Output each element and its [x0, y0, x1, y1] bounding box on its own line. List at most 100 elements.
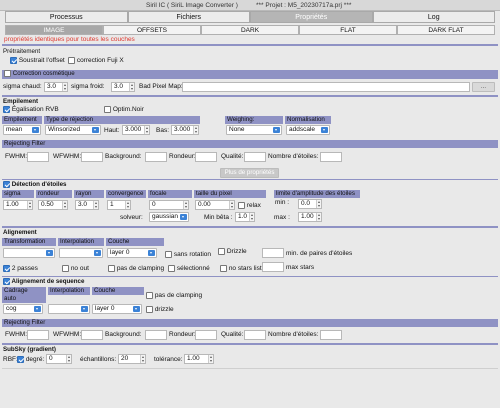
no-out-option[interactable]: no out	[62, 265, 89, 272]
two-passes-option[interactable]: 2 passes	[3, 265, 38, 272]
focale-spinner[interactable]: 0	[149, 200, 189, 210]
samples-spinner[interactable]: 20	[118, 354, 146, 364]
rvb-equalization-checkbox[interactable]	[3, 106, 10, 113]
subtract-offset-option[interactable]: Soustrait l'offset	[10, 57, 65, 64]
col-rejection-header: Type de réjection	[44, 116, 200, 124]
more-properties-button[interactable]: Plus de propriétés	[220, 168, 279, 178]
optim-noir-option[interactable]: Optim.Noir	[104, 106, 144, 113]
star-detection-option[interactable]: Détection d'étoiles	[3, 181, 67, 188]
rayon-spinner[interactable]: 3.0	[75, 200, 99, 210]
quality-input[interactable]	[244, 152, 266, 162]
no-clamping-checkbox[interactable]	[108, 265, 115, 272]
section-alignement: Alignement	[3, 229, 37, 236]
seq-drizzle-checkbox[interactable]	[146, 306, 153, 313]
tab-dark[interactable]: DARK	[201, 25, 299, 35]
sigma-spinner[interactable]: 1.00	[3, 200, 33, 210]
cadrage-select[interactable]: cog	[3, 304, 43, 314]
seq-no-clamping-checkbox[interactable]	[146, 292, 153, 299]
fuji-correction-checkbox[interactable]	[68, 57, 75, 64]
relax-checkbox[interactable]	[238, 202, 245, 209]
drizzle-checkbox[interactable]	[218, 248, 225, 255]
max-stars-input[interactable]	[262, 262, 284, 272]
degree-checkbox[interactable]	[17, 356, 24, 363]
weighing-select[interactable]: None	[226, 125, 282, 135]
rvb-equalization-label: Égalisation RVB	[11, 106, 59, 114]
tab-fichiers[interactable]: Fichiers	[127, 11, 250, 23]
tab-flat[interactable]: FLAT	[299, 25, 397, 35]
degree-option[interactable]: degré:	[17, 356, 44, 363]
interpolation-select[interactable]	[59, 248, 103, 258]
quality-2-input[interactable]	[244, 330, 266, 340]
transformation-select[interactable]	[3, 248, 55, 258]
wfwhm-2-input[interactable]	[81, 330, 103, 340]
tab-proprietes[interactable]: Propriétés	[250, 11, 373, 23]
seq-no-clamping-option[interactable]: pas de clamping	[146, 292, 202, 299]
seq-drizzle-option[interactable]: drizzle	[146, 306, 174, 313]
seq-interpolation-select[interactable]	[48, 304, 90, 314]
rejection-type-select[interactable]: Winsorized	[45, 125, 101, 135]
tab-offsets[interactable]: OFFSETS	[103, 25, 201, 35]
two-passes-label: 2 passes	[11, 265, 38, 273]
min-amplitude-spinner[interactable]: 0.0	[298, 199, 322, 209]
fuji-correction-option[interactable]: correction Fuji X	[68, 57, 124, 64]
subtract-offset-checkbox[interactable]	[10, 57, 17, 64]
degree-spinner[interactable]: 0	[46, 354, 72, 364]
fwhm-input[interactable]	[27, 152, 49, 162]
wfwhm-2-label: WFWHM:	[53, 331, 82, 338]
wfwhm-input[interactable]	[81, 152, 103, 162]
optim-noir-checkbox[interactable]	[104, 106, 111, 113]
two-passes-checkbox[interactable]	[3, 265, 10, 272]
stacking-method-select[interactable]: mean	[3, 125, 41, 135]
roundness-2-input[interactable]	[195, 330, 217, 340]
rondeur-spinner[interactable]: 0.50	[38, 200, 68, 210]
min-star-pairs-input[interactable]	[262, 248, 284, 258]
tab-dark-flat[interactable]: DARK FLAT	[397, 25, 495, 35]
background-input[interactable]	[145, 152, 167, 162]
header-amplitude-limit: limite d'amplitude des étoiles	[274, 190, 360, 198]
tolerance-value: 1.00	[187, 355, 200, 362]
title-bar: Siril IC ( SiriL Image Converter ) *** P…	[0, 0, 500, 11]
seq-alignment-checkbox[interactable]	[3, 278, 10, 285]
roundness-input[interactable]	[195, 152, 217, 162]
star-count-2-input[interactable]	[320, 330, 342, 340]
fwhm-2-input[interactable]	[27, 330, 49, 340]
bas-spinner[interactable]: 3.000	[171, 125, 199, 135]
haut-spinner[interactable]: 3.000	[122, 125, 150, 135]
layer-header: Couche	[106, 238, 164, 246]
no-stars-list-checkbox[interactable]	[220, 265, 227, 272]
selected-checkbox[interactable]	[168, 265, 175, 272]
solver-select[interactable]: gaussian	[149, 212, 189, 222]
tolerance-spinner[interactable]: 1.00	[184, 354, 214, 364]
bad-pixel-browse-button[interactable]: ...	[472, 82, 495, 92]
min-beta-spinner[interactable]: 1.0	[235, 212, 255, 222]
sigma-hot-spinner[interactable]: 3.0	[44, 82, 68, 92]
no-rotation-checkbox[interactable]	[165, 251, 172, 258]
no-clamping-option[interactable]: pas de clamping	[108, 265, 164, 272]
star-detection-checkbox[interactable]	[3, 181, 10, 188]
tab-log[interactable]: Log	[372, 11, 495, 23]
sigma-cold-spinner[interactable]: 3.0	[111, 82, 135, 92]
section-subsky: SubSky (gradient)	[3, 346, 56, 353]
convergence-spinner[interactable]: 1	[107, 200, 131, 210]
no-out-checkbox[interactable]	[62, 265, 69, 272]
seq-layer-select[interactable]: layer 0	[92, 304, 142, 314]
pixel-size-spinner[interactable]: 0.00	[195, 200, 235, 210]
tab-processus[interactable]: Processus	[5, 11, 128, 23]
bad-pixel-input[interactable]	[182, 82, 470, 92]
tab-image[interactable]: IMAGE	[5, 25, 103, 35]
seq-alignment-option[interactable]: Alignement de sequence	[3, 278, 84, 285]
cosmetic-checkbox[interactable]	[4, 70, 11, 77]
normalisation-select[interactable]: addscale	[286, 125, 330, 135]
no-stars-list-option[interactable]: no stars list	[220, 265, 262, 272]
star-count-input[interactable]	[320, 152, 342, 162]
solver-label: solveur:	[120, 214, 143, 221]
max-amplitude-spinner[interactable]: 1.00	[298, 212, 322, 222]
no-rotation-option[interactable]: sans rotation	[165, 251, 211, 258]
background-2-input[interactable]	[145, 330, 167, 340]
selected-option[interactable]: sélectionné	[168, 265, 210, 272]
drizzle-option[interactable]: Drizzle	[218, 248, 247, 255]
relax-option[interactable]: relax	[238, 202, 261, 209]
rvb-equalization-option[interactable]: Égalisation RVB	[3, 106, 59, 113]
layer-select[interactable]: layer 0	[107, 248, 157, 258]
subtract-offset-label: Soustrait l'offset	[18, 57, 65, 65]
